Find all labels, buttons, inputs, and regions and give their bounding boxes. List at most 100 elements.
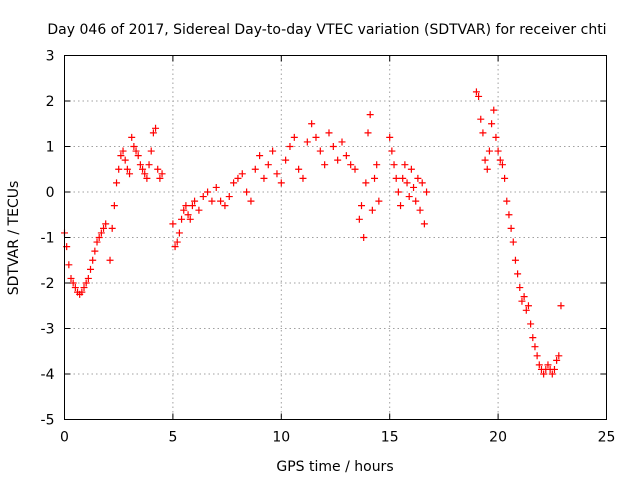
data-point — [141, 170, 149, 178]
data-point — [475, 92, 483, 100]
data-point — [527, 320, 535, 328]
data-point — [145, 161, 153, 169]
data-point — [89, 256, 97, 264]
data-point — [490, 106, 498, 114]
data-point — [338, 138, 346, 146]
data-point — [531, 343, 539, 351]
data-point — [106, 256, 114, 264]
data-point — [481, 156, 489, 164]
data-point — [204, 188, 212, 196]
data-point — [550, 365, 558, 373]
data-point — [503, 197, 511, 205]
data-point — [149, 129, 157, 137]
data-point — [418, 179, 426, 187]
data-point — [373, 161, 381, 169]
data-point — [505, 211, 513, 219]
data-point — [154, 165, 162, 173]
data-point — [351, 165, 359, 173]
data-point — [108, 224, 116, 232]
data-point — [362, 179, 370, 187]
chart-title: Day 046 of 2017, Sidereal Day-to-day VTE… — [47, 22, 606, 38]
y-tick-label: 1 — [46, 140, 55, 156]
data-point — [186, 215, 194, 223]
data-point — [485, 147, 493, 155]
data-point — [524, 302, 532, 310]
data-point — [152, 124, 160, 132]
data-point — [366, 111, 374, 119]
data-point — [169, 220, 177, 228]
data-point — [522, 306, 530, 314]
data-point — [113, 179, 121, 187]
data-point — [217, 197, 225, 205]
y-tick-label: 2 — [46, 94, 55, 110]
data-point — [498, 161, 506, 169]
data-point — [126, 170, 134, 178]
data-point — [329, 143, 337, 150]
data-point — [483, 165, 491, 173]
data-point — [84, 274, 92, 282]
data-point — [394, 188, 402, 196]
data-point — [371, 174, 379, 182]
data-series — [61, 88, 565, 378]
data-point — [251, 165, 259, 173]
data-point — [238, 170, 246, 178]
x-tick-label: 0 — [60, 430, 69, 446]
data-point — [321, 161, 329, 169]
data-point — [87, 265, 95, 273]
data-point — [191, 197, 199, 205]
data-point — [423, 188, 431, 196]
data-point — [308, 120, 316, 128]
data-point — [110, 202, 118, 210]
data-point — [158, 170, 166, 178]
data-point — [243, 188, 251, 196]
data-point — [69, 279, 77, 287]
data-point — [290, 133, 298, 141]
data-point — [71, 284, 79, 292]
data-point — [420, 220, 428, 228]
data-point — [180, 206, 188, 214]
data-point — [544, 361, 552, 369]
x-axis-label: GPS time / hours — [276, 459, 393, 475]
data-point — [80, 284, 88, 292]
data-point — [518, 297, 526, 305]
data-point — [477, 115, 485, 123]
data-point — [312, 133, 320, 141]
data-point — [535, 361, 543, 369]
data-point — [208, 197, 216, 205]
data-point — [93, 238, 101, 246]
data-point — [221, 202, 229, 210]
y-tick-label: -2 — [41, 276, 55, 292]
y-tick-label: -5 — [41, 413, 55, 429]
x-tick-label: 25 — [598, 430, 616, 446]
data-point — [115, 165, 123, 173]
data-point — [175, 229, 183, 237]
data-point — [488, 120, 496, 128]
data-point — [416, 206, 424, 214]
data-point — [212, 183, 220, 191]
data-point — [325, 129, 333, 137]
data-point — [403, 179, 411, 187]
data-point — [386, 133, 394, 141]
data-point — [364, 129, 372, 137]
data-point — [184, 211, 192, 219]
data-point — [368, 206, 376, 214]
data-point — [247, 197, 255, 205]
data-point — [269, 147, 277, 155]
data-point — [555, 352, 563, 360]
data-point — [82, 279, 90, 287]
data-point — [102, 220, 110, 228]
data-point — [67, 274, 75, 282]
data-point — [358, 202, 366, 210]
y-tick-label: 3 — [46, 49, 55, 65]
data-point — [130, 143, 138, 150]
y-axis-label: SDTVAR / TECUs — [6, 181, 22, 296]
data-point — [121, 156, 129, 164]
data-point — [188, 202, 196, 210]
data-point — [509, 238, 517, 246]
y-tick-label: -4 — [41, 367, 55, 383]
data-point — [375, 197, 383, 205]
data-point — [134, 152, 142, 160]
data-point — [199, 193, 207, 201]
data-point — [479, 129, 487, 137]
